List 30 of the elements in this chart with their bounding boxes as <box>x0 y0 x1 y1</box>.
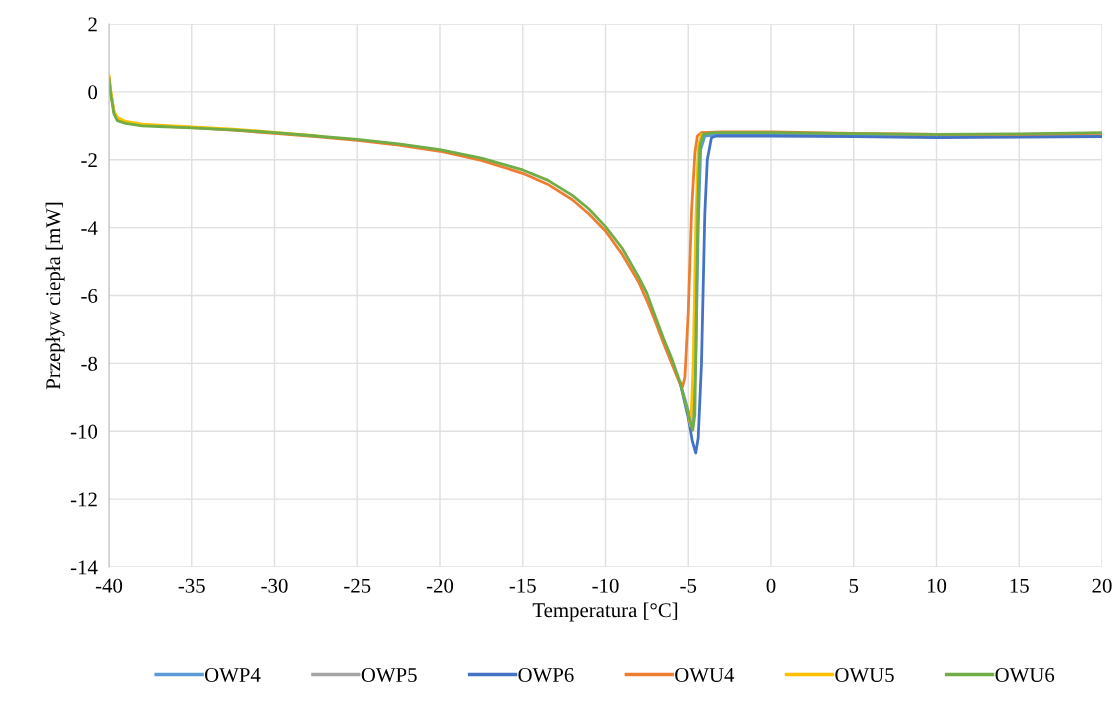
x-tick-label: -10 <box>592 578 619 593</box>
x-tick-label: -35 <box>178 578 205 593</box>
x-tick-label: -25 <box>344 578 371 593</box>
y-tick-label: -2 <box>81 153 97 167</box>
y-tick-label: -14 <box>70 560 98 575</box>
y-tick-label: -12 <box>70 492 97 507</box>
x-tick-label: -5 <box>680 578 697 593</box>
x-tick-label: 10 <box>927 578 947 593</box>
x-tick-label: -30 <box>261 578 288 593</box>
legend-label: OWU6 <box>995 667 1055 683</box>
legend-label: OWP6 <box>518 667 574 683</box>
x-tick-label: -20 <box>426 578 454 593</box>
legend-label: OWU5 <box>835 667 894 683</box>
y-axis-title: Przepływ ciepła [mW] <box>45 202 65 390</box>
legend-label: OWP4 <box>204 667 261 683</box>
y-tick-label: -10 <box>70 424 98 439</box>
y-tick-label: -4 <box>81 221 98 235</box>
x-tick-label: -40 <box>95 578 123 593</box>
x-tick-label: 5 <box>849 578 859 593</box>
x-tick-label: 0 <box>766 578 776 593</box>
y-tick-label: -6 <box>81 288 98 303</box>
legend-label: OWP5 <box>361 667 417 683</box>
x-tick-label: -15 <box>509 578 536 593</box>
x-tick-label: 20 <box>1092 578 1112 593</box>
y-tick-label: 0 <box>88 85 98 100</box>
x-axis-title: Temperatura [°C] <box>532 602 678 622</box>
y-tick-label: 2 <box>88 17 97 32</box>
y-tick-label: -8 <box>81 356 98 371</box>
legend-label: OWU4 <box>675 667 735 683</box>
x-tick-label: 15 <box>1010 578 1029 593</box>
